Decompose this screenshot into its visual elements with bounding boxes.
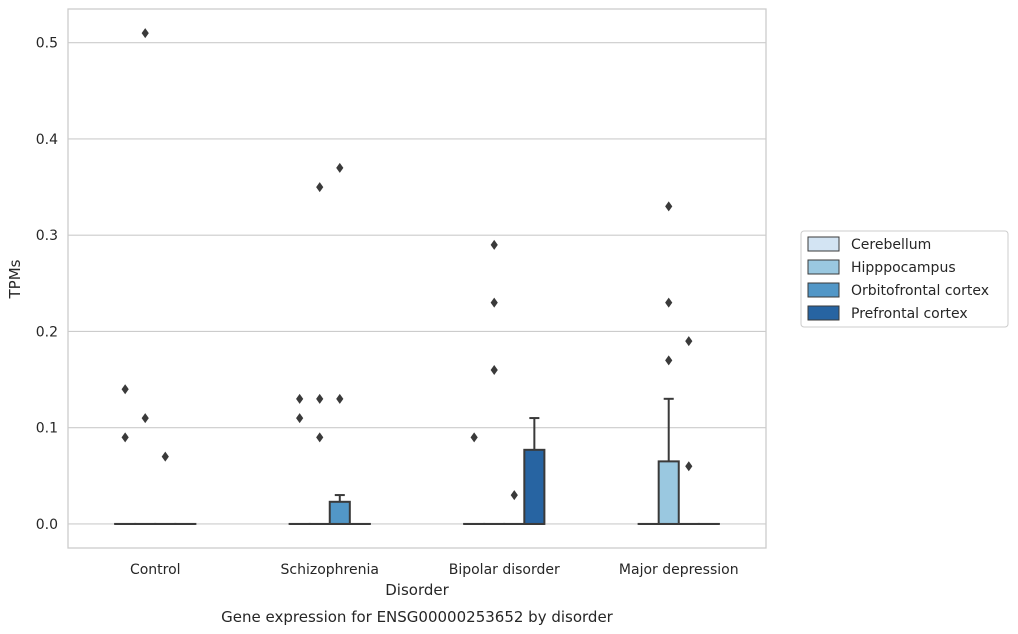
outlier-point (141, 28, 149, 39)
x-tick-label: Control (130, 562, 181, 578)
box-group (503, 490, 526, 525)
box-group (114, 384, 137, 525)
outlier-point (121, 384, 129, 395)
x-tick-label: Bipolar disorder (449, 562, 560, 578)
y-tick-label: 0.5 (36, 36, 58, 52)
outlier-point (665, 297, 673, 308)
outlier-point (336, 162, 344, 173)
legend-swatch (807, 305, 840, 321)
y-tick-label: 0.2 (36, 324, 58, 340)
box-group (288, 393, 311, 525)
outlier-point (296, 413, 304, 424)
outlier-point (490, 364, 498, 375)
y-axis-title: TPMs (6, 259, 24, 299)
outlier-point (316, 432, 324, 443)
box-group (657, 201, 680, 525)
y-tick-label: 0.3 (36, 228, 58, 244)
legend-swatch (807, 282, 840, 298)
outlier-point (336, 393, 344, 404)
outlier-point (490, 297, 498, 308)
box (657, 460, 680, 525)
outlier-point (665, 201, 673, 212)
x-tick-label: Schizophrenia (281, 562, 379, 578)
y-axis-ticks: 0.0 0.1 0.2 0.3 0.4 0.5 (36, 36, 58, 533)
x-tick-label: Major depression (619, 562, 739, 578)
legend-swatch (807, 236, 840, 252)
legend-label: Orbitofrontal cortex (851, 283, 989, 299)
box-group (328, 162, 351, 525)
outlier-point (510, 490, 518, 501)
chart-caption: Gene expression for ENSG00000253652 by d… (221, 608, 614, 626)
legend-frame (800, 230, 1009, 328)
plot-frame (67, 8, 767, 549)
box-group (523, 417, 546, 525)
legend-label: Hipppocampus (851, 260, 956, 276)
outlier-point (685, 461, 693, 472)
y-tick-label: 0.4 (36, 132, 58, 148)
outlier-point (685, 336, 693, 347)
box-series (114, 28, 720, 525)
legend-swatch (807, 259, 840, 275)
outlier-point (296, 393, 304, 404)
x-axis-title: Disorder (385, 581, 449, 599)
legend-label: Cerebellum (851, 237, 931, 253)
outlier-point (121, 432, 129, 443)
x-axis-ticks: Control Schizophrenia Bipolar disorder Majo… (130, 562, 739, 578)
box-group (308, 182, 331, 525)
outlier-point (490, 239, 498, 250)
y-tick-label: 0.0 (36, 517, 58, 533)
y-tick-label: 0.1 (36, 421, 58, 437)
outlier-point (470, 432, 478, 443)
legend: Cerebellum Hipppocampus Orbitofrontal cort… (800, 230, 1009, 328)
outlier-point (161, 451, 169, 462)
outlier-point (665, 355, 673, 366)
box (328, 500, 351, 525)
grid-lines (68, 42, 766, 525)
outlier-point (141, 413, 149, 424)
box-group (677, 336, 700, 525)
box-group (463, 432, 486, 525)
outlier-point (316, 182, 324, 193)
box-group (483, 239, 506, 525)
legend-label: Prefrontal cortex (851, 306, 968, 322)
box (523, 448, 546, 525)
box-group (154, 451, 177, 525)
box-group (134, 28, 157, 525)
outlier-point (316, 393, 324, 404)
